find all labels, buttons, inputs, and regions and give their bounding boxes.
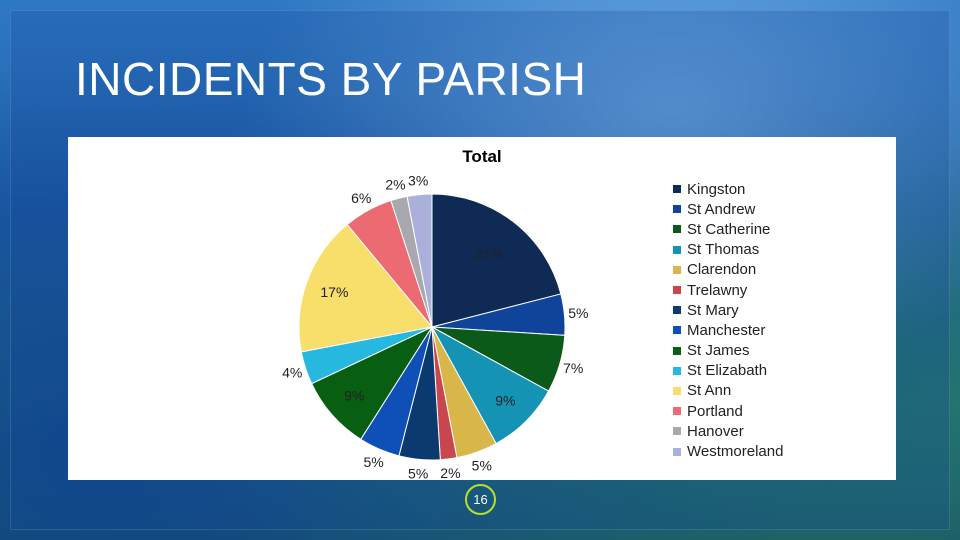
pie-data-label: 9% xyxy=(495,392,515,408)
chart-legend: Kingston St Andrew St Catherine St Thomas Cl… xyxy=(673,179,783,462)
legend-swatch xyxy=(673,286,681,295)
slide-title: INCIDENTS BY PARISH xyxy=(75,53,587,105)
legend-item: St Thomas xyxy=(673,240,783,260)
pie-data-label: 2% xyxy=(440,465,460,480)
pie-slice-st-ann xyxy=(298,223,433,353)
legend-label: Clarendon xyxy=(687,261,757,279)
legend-label: St Mary xyxy=(687,301,739,319)
legend-label: St Catherine xyxy=(687,220,771,238)
legend-swatch xyxy=(673,386,681,395)
chart-title: Total xyxy=(462,147,502,166)
legend-label: St Thomas xyxy=(687,241,760,259)
legend-item: Manchester xyxy=(673,320,783,340)
legend-swatch xyxy=(673,185,681,194)
legend-item: Clarendon xyxy=(673,260,783,280)
pie-data-label: 9% xyxy=(344,388,364,404)
legend-label: Trelawny xyxy=(687,281,748,299)
legend-swatch xyxy=(673,225,681,234)
pie-data-label: 7% xyxy=(563,360,583,376)
legend-label: St Elizabath xyxy=(687,362,768,380)
legend-item: Kingston xyxy=(673,179,783,199)
pie-data-label: 4% xyxy=(282,364,302,380)
legend-swatch xyxy=(673,427,681,436)
legend-label: St Andrew xyxy=(687,200,756,218)
legend-item: Hanover xyxy=(673,421,783,441)
legend-swatch xyxy=(673,205,681,214)
legend-swatch xyxy=(673,346,681,355)
pie-data-label: 2% xyxy=(385,177,405,193)
legend-item: Portland xyxy=(673,401,783,421)
legend-label: Portland xyxy=(687,402,743,420)
legend-label: Westmoreland xyxy=(687,443,784,461)
legend-swatch xyxy=(673,265,681,274)
legend-item: St Andrew xyxy=(673,199,783,219)
pie-data-label: 5% xyxy=(364,454,384,470)
legend-swatch xyxy=(673,306,681,315)
pie-data-label: 6% xyxy=(351,190,371,206)
legend-item: St Ann xyxy=(673,381,783,401)
page-number: 16 xyxy=(465,484,496,515)
legend-item: St Mary xyxy=(673,300,783,320)
legend-label: St James xyxy=(687,342,750,360)
pie-chart: 21%5%7%9%5%2%5%5%9%4%17%6%2% 3% xyxy=(282,173,588,480)
legend-item: St Elizabath xyxy=(673,361,783,381)
pie-data-label: 17% xyxy=(320,284,348,300)
pie-data-label: 5% xyxy=(472,457,492,473)
legend-swatch xyxy=(673,326,681,335)
legend-label: Manchester xyxy=(687,321,766,339)
legend-swatch xyxy=(673,366,681,375)
legend-label: Kingston xyxy=(687,180,746,198)
pie-slice-westmoreland xyxy=(406,193,433,328)
legend-swatch xyxy=(673,447,681,456)
legend-item: Westmoreland xyxy=(673,441,783,461)
chart-area: Total 21% 5% 7% 9% 5% 2% 5% 5% 9% 4% 17% 6% 2% 3% Kin… xyxy=(68,137,896,480)
pie-data-label: 21% xyxy=(475,245,503,261)
pie-data-label: 5% xyxy=(408,465,428,480)
pie-slice-kingston xyxy=(431,193,562,328)
pie-data-label: 5% xyxy=(568,305,588,321)
legend-swatch xyxy=(673,245,681,254)
legend-item: St Catherine xyxy=(673,219,783,239)
legend-label: Hanover xyxy=(687,422,744,440)
legend-item: St James xyxy=(673,341,783,361)
legend-label: St Ann xyxy=(687,382,732,400)
legend-item: Trelawny xyxy=(673,280,783,300)
pie-data-label: 3% xyxy=(408,173,428,189)
legend-swatch xyxy=(673,407,681,416)
